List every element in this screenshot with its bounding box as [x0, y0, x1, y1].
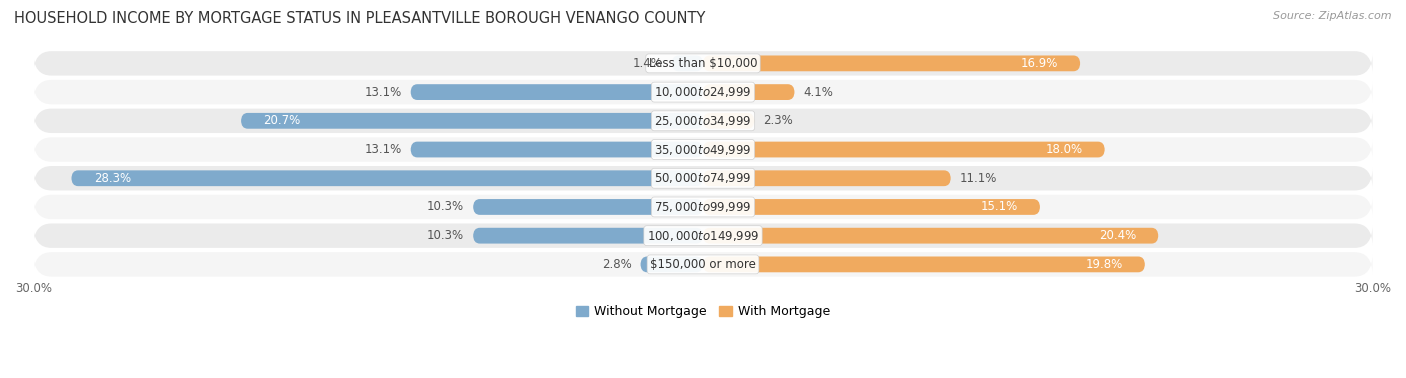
Text: $100,000 to $149,999: $100,000 to $149,999: [647, 229, 759, 243]
FancyBboxPatch shape: [411, 142, 703, 157]
Text: 11.1%: 11.1%: [960, 172, 997, 185]
Text: 28.3%: 28.3%: [94, 172, 131, 185]
Text: 20.4%: 20.4%: [1098, 229, 1136, 242]
FancyBboxPatch shape: [240, 113, 703, 129]
FancyBboxPatch shape: [34, 137, 1372, 162]
FancyBboxPatch shape: [34, 166, 1372, 191]
Text: 10.3%: 10.3%: [427, 200, 464, 214]
Text: 2.3%: 2.3%: [763, 114, 793, 127]
Text: 20.7%: 20.7%: [263, 114, 301, 127]
Text: 16.9%: 16.9%: [1021, 57, 1057, 70]
FancyBboxPatch shape: [703, 142, 1105, 157]
Text: Source: ZipAtlas.com: Source: ZipAtlas.com: [1274, 11, 1392, 21]
FancyBboxPatch shape: [672, 56, 703, 71]
Text: $10,000 to $24,999: $10,000 to $24,999: [654, 85, 752, 99]
Text: 13.1%: 13.1%: [364, 143, 402, 156]
Text: $35,000 to $49,999: $35,000 to $49,999: [654, 143, 752, 156]
Text: $150,000 or more: $150,000 or more: [650, 258, 756, 271]
FancyBboxPatch shape: [703, 257, 1144, 272]
Text: 4.1%: 4.1%: [803, 85, 834, 99]
FancyBboxPatch shape: [703, 56, 1080, 71]
Text: 1.4%: 1.4%: [633, 57, 662, 70]
Text: 2.8%: 2.8%: [602, 258, 631, 271]
Text: 13.1%: 13.1%: [364, 85, 402, 99]
Text: HOUSEHOLD INCOME BY MORTGAGE STATUS IN PLEASANTVILLE BOROUGH VENANGO COUNTY: HOUSEHOLD INCOME BY MORTGAGE STATUS IN P…: [14, 11, 706, 26]
FancyBboxPatch shape: [34, 80, 1372, 104]
Text: 15.1%: 15.1%: [980, 200, 1018, 214]
FancyBboxPatch shape: [34, 223, 1372, 248]
Text: $75,000 to $99,999: $75,000 to $99,999: [654, 200, 752, 214]
FancyBboxPatch shape: [72, 170, 703, 186]
FancyBboxPatch shape: [411, 84, 703, 100]
FancyBboxPatch shape: [34, 252, 1372, 277]
FancyBboxPatch shape: [474, 228, 703, 243]
Text: Less than $10,000: Less than $10,000: [648, 57, 758, 70]
FancyBboxPatch shape: [474, 199, 703, 215]
FancyBboxPatch shape: [703, 170, 950, 186]
FancyBboxPatch shape: [34, 108, 1372, 133]
FancyBboxPatch shape: [34, 51, 1372, 76]
Text: $50,000 to $74,999: $50,000 to $74,999: [654, 171, 752, 185]
Text: $25,000 to $34,999: $25,000 to $34,999: [654, 114, 752, 128]
FancyBboxPatch shape: [703, 228, 1159, 243]
Text: 19.8%: 19.8%: [1085, 258, 1122, 271]
FancyBboxPatch shape: [703, 84, 794, 100]
Legend: Without Mortgage, With Mortgage: Without Mortgage, With Mortgage: [571, 300, 835, 323]
FancyBboxPatch shape: [641, 257, 703, 272]
FancyBboxPatch shape: [34, 195, 1372, 219]
FancyBboxPatch shape: [703, 113, 755, 129]
FancyBboxPatch shape: [703, 199, 1040, 215]
Text: 18.0%: 18.0%: [1045, 143, 1083, 156]
Text: 10.3%: 10.3%: [427, 229, 464, 242]
